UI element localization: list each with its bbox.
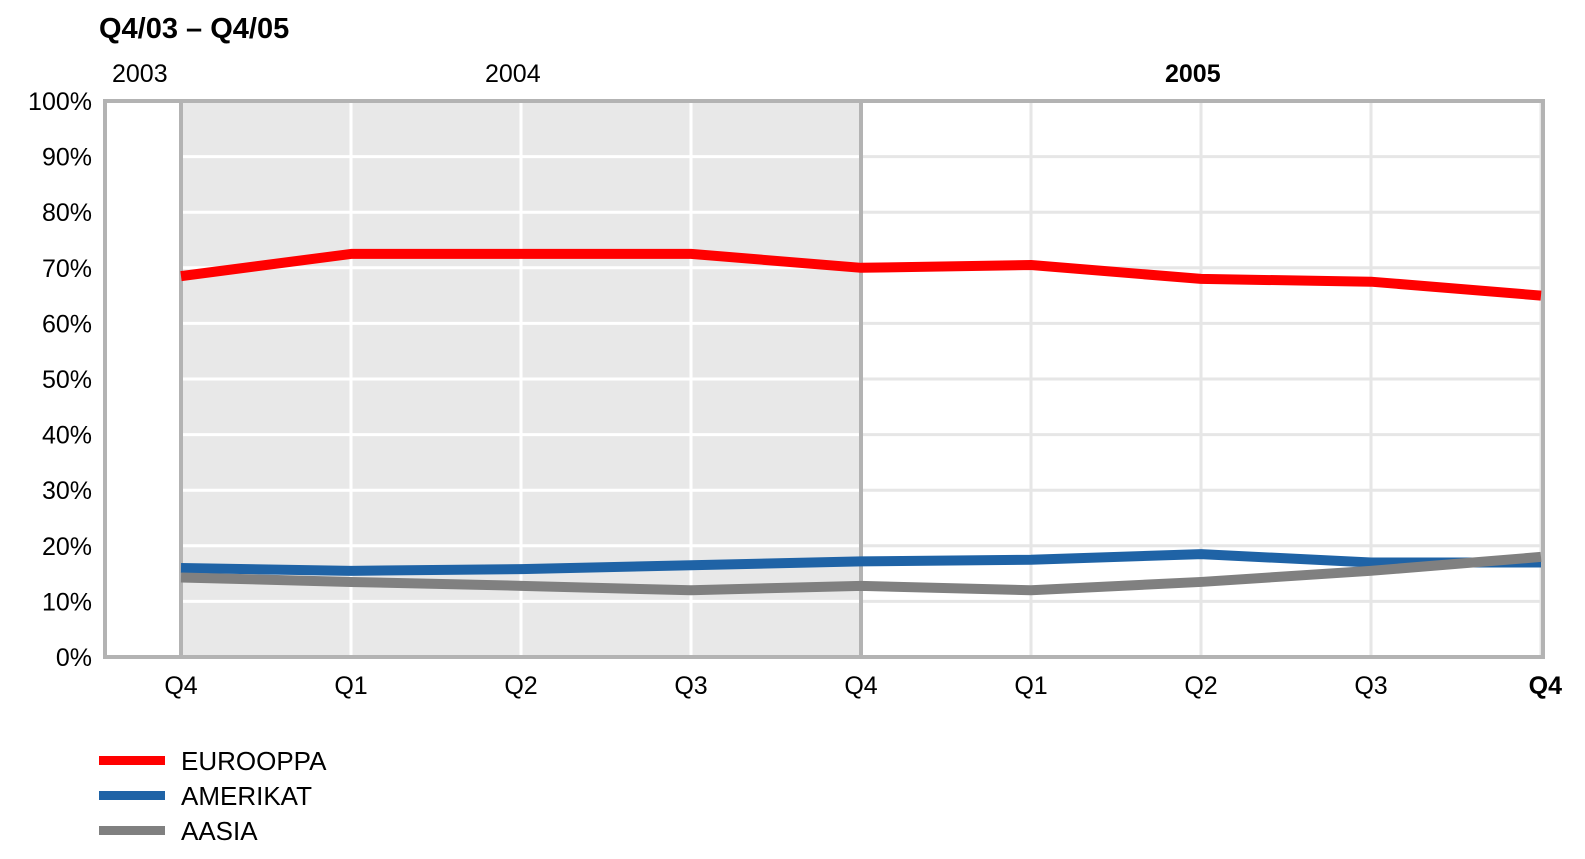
x-axis-ticks: Q4 Q1 Q2 Q3 Q4 Q1 Q2 Q3 Q4 [164, 672, 1562, 700]
year-label: 2005 [1165, 60, 1221, 88]
legend-item-asia: AASIA [99, 813, 326, 848]
x-tick-label: Q4 [844, 672, 877, 700]
y-tick-label: 0% [56, 644, 92, 672]
x-tick-label: Q1 [334, 672, 367, 700]
legend-label-europe: EUROOPPA [181, 745, 327, 776]
x-tick-label: Q2 [1184, 672, 1217, 700]
year-labels: 2003 2004 2005 [112, 60, 1221, 88]
series-line-amerikat [180, 549, 1541, 576]
x-tick-label: Q1 [1014, 672, 1047, 700]
x-tick-label: Q2 [504, 672, 537, 700]
y-tick-label: 100% [28, 88, 92, 116]
legend-item-americas: AMERIKAT [99, 778, 326, 813]
y-tick-label: 30% [42, 477, 92, 505]
legend-item-europe: EUROOPPA [99, 743, 326, 778]
x-tick-label: Q4 [164, 672, 197, 700]
legend: EUROOPPA AMERIKAT AASIA [99, 743, 326, 848]
y-tick-label: 10% [42, 588, 92, 616]
y-tick-label: 50% [42, 366, 92, 394]
chart-title: Q4/03 – Q4/05 [99, 13, 289, 45]
series-line-aasia [180, 551, 1542, 596]
y-tick-label: 80% [42, 199, 92, 227]
y-tick-label: 90% [42, 144, 92, 172]
y-tick-label: 70% [42, 255, 92, 283]
x-tick-label: Q4 [1529, 672, 1562, 700]
y-axis-ticks: 0% 10% 20% 30% 40% 50% 60% 70% 80% 90% 100% [28, 88, 92, 672]
y-tick-label: 40% [42, 422, 92, 450]
y-tick-label: 20% [42, 533, 92, 561]
x-tick-label: Q3 [1354, 672, 1387, 700]
legend-swatch-americas [99, 791, 165, 800]
y-tick-label: 60% [42, 310, 92, 338]
x-tick-label: Q3 [674, 672, 707, 700]
legend-label-americas: AMERIKAT [181, 780, 312, 811]
series-lines [180, 248, 1542, 596]
legend-swatch-europe [99, 756, 165, 765]
legend-label-asia: AASIA [181, 815, 258, 846]
year-label: 2004 [485, 60, 541, 88]
year-label: 2003 [112, 60, 168, 88]
series-line-eurooppa [180, 248, 1542, 301]
line-chart: Q4/03 – Q4/05 2003 2004 2005 0% 10% 20% 30% 40… [28, 13, 1562, 700]
plot-border [103, 99, 1545, 659]
legend-swatch-asia [99, 826, 165, 835]
